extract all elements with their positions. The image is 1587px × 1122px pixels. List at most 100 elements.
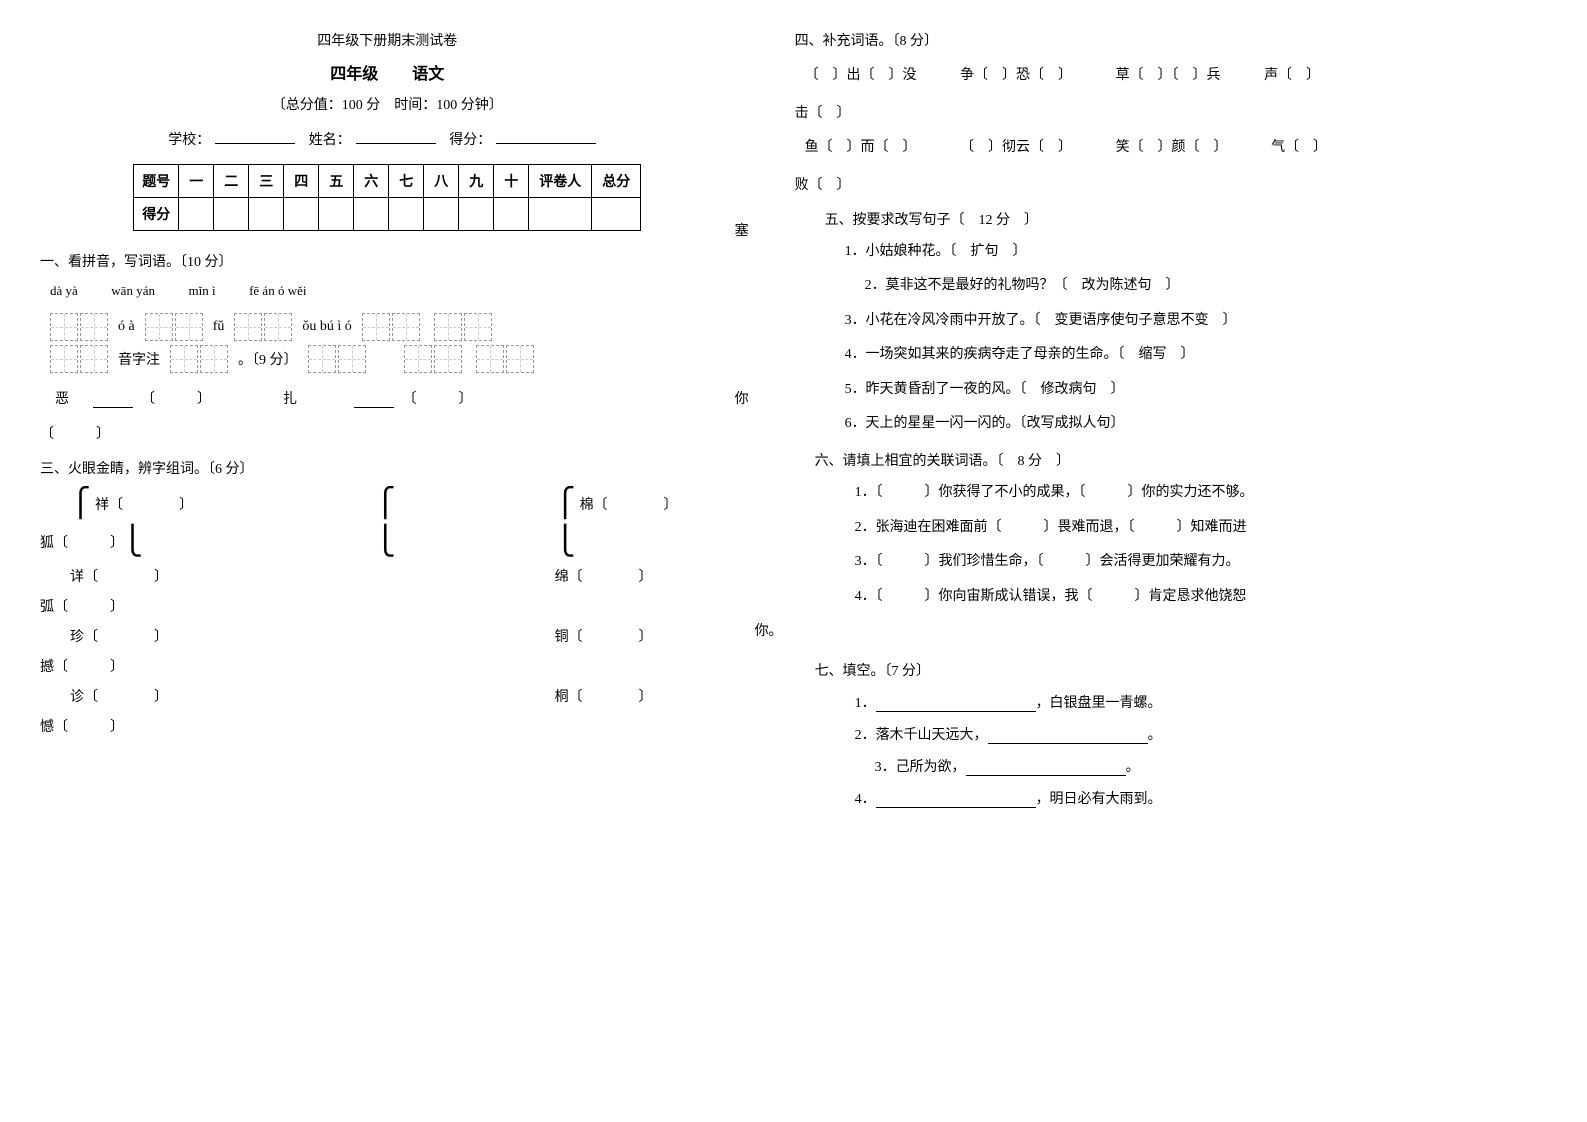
section-4-title: 四、补充词语。〔8 分〕 — [795, 30, 1547, 50]
poly-char-1: 恶 — [55, 388, 69, 408]
subject-label: 语文 — [412, 66, 444, 83]
score-cell[interactable] — [284, 198, 319, 231]
col-1: 一 — [179, 165, 214, 198]
polyphone-line-2: 〔 〕 — [40, 423, 735, 443]
polyphone-line-1: 恶 〔 〕 扎 〔 〕 — [40, 388, 735, 408]
score-cell[interactable] — [389, 198, 424, 231]
char-box[interactable] — [506, 345, 534, 373]
answer-blank[interactable] — [354, 407, 394, 408]
section-6-tail: 你。 — [755, 620, 1547, 640]
fill-item: 2．落木千山天远大，。 — [855, 724, 1547, 744]
col-2: 二 — [214, 165, 249, 198]
brace-icon: ⎩ — [555, 528, 576, 556]
char-box[interactable] — [234, 313, 262, 341]
idiom-wrap-1: 击〔 〕 — [795, 102, 1547, 122]
char-box[interactable] — [434, 345, 462, 373]
section-1-title: 一、看拼音，写词语。〔10 分〕 — [40, 251, 735, 271]
pair-left-alt: 狐〔 — [40, 532, 68, 552]
question: 1．〔 〕你获得了不小的成果，〔 〕你的实力还不够。 — [855, 482, 1547, 504]
answer-blank[interactable] — [93, 407, 133, 408]
score-cell[interactable] — [354, 198, 389, 231]
score-table: 题号 一 二 三 四 五 六 七 八 九 十 评卷人 总分 得分 — [133, 164, 641, 231]
score-cell[interactable] — [529, 198, 592, 231]
score-table-score-row: 得分 — [134, 198, 641, 231]
fb-num: 2． — [855, 728, 876, 743]
page-container: 四年级下册期末测试卷 四年级 语文 〔总分值：100 分 时间：100 分钟〕 … — [40, 30, 1547, 820]
char-box[interactable] — [170, 345, 198, 373]
score-cell[interactable] — [319, 198, 354, 231]
char-box[interactable] — [175, 313, 203, 341]
char-box[interactable] — [464, 313, 492, 341]
name-blank[interactable] — [356, 143, 436, 144]
char-box[interactable] — [145, 313, 173, 341]
char-box[interactable] — [338, 345, 366, 373]
score-cell[interactable] — [214, 198, 249, 231]
char-box[interactable] — [50, 345, 78, 373]
score-cell[interactable] — [592, 198, 641, 231]
school-blank[interactable] — [215, 143, 295, 144]
phrase-pairs: ⎧祥〔 〕 ⎧ ⎧棉〔 〕 狐〔 〕⎩ ⎩ ⎩ 详〔 〕 绵〔 〕 弧〔 〕 珍… — [40, 490, 735, 736]
question: 5．昨天黄昏刮了一夜的风。〔 修改病句 〕 — [845, 379, 1547, 401]
char-box[interactable] — [264, 313, 292, 341]
brace-icon: ⎩ — [375, 528, 396, 556]
char-box[interactable] — [392, 313, 420, 341]
answer-blank[interactable] — [988, 743, 1148, 744]
answer-blank[interactable] — [876, 711, 1036, 712]
name-label: 姓名： — [309, 133, 351, 148]
idiom-block-1: 〔 〕出〔 〕没 争〔 〕恐〔 〕 草〔 〕〔 〕兵 声〔 〕 — [795, 62, 1547, 90]
char-box-row-1: ó à fǔ ǒu bú ì ó — [40, 313, 735, 341]
poly-char-2: 扎 — [283, 388, 297, 408]
test-meta: 〔总分值：100 分 时间：100 分钟〕 — [40, 94, 735, 114]
score-cell[interactable] — [424, 198, 459, 231]
score-cell[interactable] — [494, 198, 529, 231]
score-table-header-row: 题号 一 二 三 四 五 六 七 八 九 十 评卷人 总分 — [134, 165, 641, 198]
idiom: 争〔 〕恐〔 〕 — [960, 62, 1072, 90]
brace-icon: ⎧ — [70, 490, 91, 518]
score-cell[interactable] — [179, 198, 214, 231]
idiom: 〔 〕出〔 〕没 — [805, 62, 917, 90]
section-5-questions: 1．小姑娘种花。〔 扩句 〕 2．莫非这不是最好的礼物吗？〔 改为陈述句 〕 3… — [795, 241, 1547, 435]
phrase-row: 详〔 〕 绵〔 〕 — [40, 566, 735, 586]
answer-blank[interactable] — [966, 775, 1126, 776]
section-6-questions: 1．〔 〕你获得了不小的成果，〔 〕你的实力还不够。 2．张海迪在困难面前〔 〕… — [795, 482, 1547, 608]
question: 3．〔 〕我们珍惜生命，〔 〕会活得更加荣耀有力。 — [855, 551, 1547, 573]
char-box[interactable] — [50, 313, 78, 341]
score-blank[interactable] — [496, 143, 596, 144]
fb-num: 1． — [855, 696, 876, 711]
question: 4．一场突如其来的疾病夺走了母亲的生命。〔 缩写 〕 — [845, 344, 1547, 366]
char-box[interactable] — [80, 313, 108, 341]
overflow-char-ni: 你 — [735, 388, 749, 408]
col-total: 总分 — [592, 165, 641, 198]
left-column: 四年级下册期末测试卷 四年级 语文 〔总分值：100 分 时间：100 分钟〕 … — [40, 30, 735, 820]
score-cell[interactable] — [249, 198, 284, 231]
char-box[interactable] — [434, 313, 462, 341]
char-box[interactable] — [80, 345, 108, 373]
phrase-row: 珍〔 〕 铜〔 〕 — [40, 626, 735, 646]
question: 6．天上的星星一闪一闪的。〔改写成拟人句〕 — [845, 413, 1547, 435]
char-box[interactable] — [308, 345, 336, 373]
fill-item: 3．己所为欲，。 — [855, 756, 1547, 776]
pair-left-alt: 撼〔 — [40, 660, 68, 675]
section-5-title: 五、按要求改写句子〔 12 分 〕 — [795, 209, 1547, 229]
section-6-title: 六、请填上相宜的关联词语。〔 8 分 〕 — [795, 450, 1547, 470]
phrase-row: 狐〔 〕⎩ ⎩ ⎩ — [40, 528, 735, 556]
col-9: 九 — [459, 165, 494, 198]
overflow-char-sai: 塞 — [735, 220, 749, 240]
student-info-line: 学校： 姓名： 得分： — [40, 129, 735, 149]
idiom: 草〔 〕〔 〕兵 — [1116, 62, 1221, 90]
col-6: 六 — [354, 165, 389, 198]
pinyin-3: mǐn ì — [188, 283, 215, 299]
fb-tail: 。 — [1126, 760, 1140, 775]
inline-label-right: 。〔9 分〕 — [238, 349, 298, 369]
score-cell[interactable] — [459, 198, 494, 231]
fill-item: 4．，明日必有大雨到。 — [855, 788, 1547, 808]
char-box[interactable] — [476, 345, 504, 373]
char-box[interactable] — [200, 345, 228, 373]
score-label: 得分： — [449, 133, 491, 148]
answer-blank[interactable] — [876, 807, 1036, 808]
char-box[interactable] — [362, 313, 390, 341]
right-column: 四、补充词语。〔8 分〕 〔 〕出〔 〕没 争〔 〕恐〔 〕 草〔 〕〔 〕兵 … — [795, 30, 1547, 820]
inline-label-left: 音字注 — [118, 349, 160, 369]
idiom: 声〔 〕 — [1264, 62, 1320, 90]
char-box[interactable] — [404, 345, 432, 373]
